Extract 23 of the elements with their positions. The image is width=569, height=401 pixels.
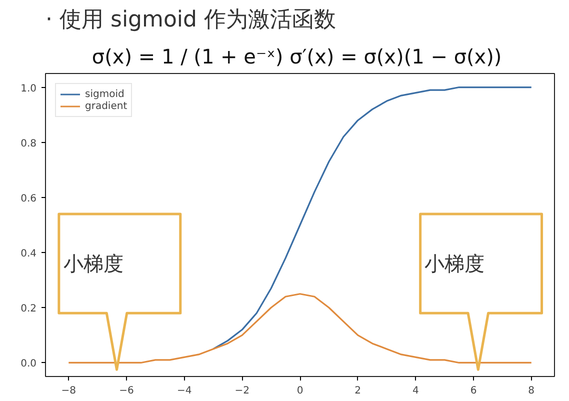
annotation: 小梯度 [424,252,485,276]
line-series [212,86,532,350]
y-tick-label: 0.6 [20,193,37,204]
annotation: 小梯度 [63,252,124,276]
x-tick-label: 4 [412,386,419,396]
x-tick-label: −6 [119,386,134,396]
y-tick-label: 0.8 [20,138,37,150]
y-tick-label: 1.0 [20,83,37,94]
x-tick-label: 0 [296,386,304,396]
chart-subtitle: σ(x) = 1 / (1 + e⁻ˣ) σ′(x) = σ(x)(1 − σ(x)) [92,44,502,68]
x-tick-label: 8 [528,386,535,396]
x-tick-label: 2 [354,386,362,396]
y-tick-label: 0.4 [20,248,37,260]
y-tick-label: 0.0 [20,358,37,370]
x-tick-label: −2 [234,386,250,396]
y-tick-label: 0.2 [20,304,37,315]
line-series [68,293,532,364]
x-tick-label: 6 [470,386,477,396]
legend-label: sigmoid [85,88,124,100]
x-tick-label: −4 [176,386,192,396]
legend-label: gradient [85,100,128,112]
x-tick-label: −8 [61,386,76,396]
chart-title: · 使用 sigmoid 作为激活函数 [46,8,336,32]
